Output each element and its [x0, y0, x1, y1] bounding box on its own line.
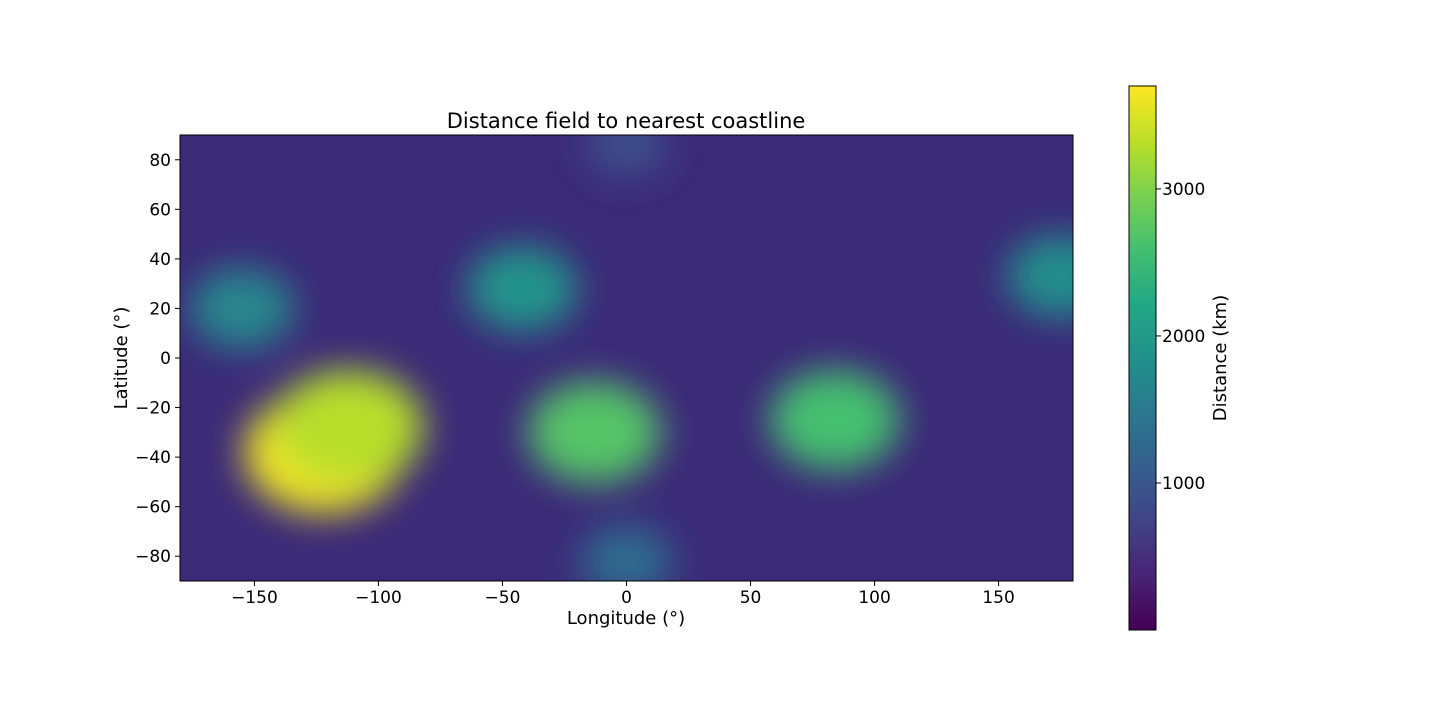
y-tick-label: 80 [149, 151, 171, 171]
heatmap-maximum [467, 246, 578, 332]
plot-area [179, 134, 1074, 582]
y-axis: 80 60 40 20 0 −20 −40 −60 −80 [135, 151, 180, 567]
colorbar: 1000 2000 3000 Distance (km) [1128, 85, 1231, 631]
colorbar-tick-label: 2000 [1162, 327, 1205, 347]
x-tick-label: 0 [621, 588, 632, 608]
y-tick-label: 60 [149, 200, 171, 220]
x-tick-label: −100 [355, 588, 402, 608]
heatmap-blobs [189, 135, 1073, 581]
x-tick-label: 150 [982, 588, 1014, 608]
heatmap-maximum [579, 525, 674, 581]
heatmap-maximum [189, 268, 295, 349]
heatmap-maximum [769, 369, 901, 471]
colorbar-tick-label: 3000 [1162, 180, 1205, 200]
x-axis: −150 −100 −50 0 50 100 150 [231, 581, 1015, 608]
y-tick-label: 20 [149, 299, 171, 319]
colorbar-ticks: 1000 2000 3000 [1156, 180, 1205, 494]
heatmap-maximum [273, 369, 424, 486]
y-axis-label: Latitude (°) [111, 307, 132, 410]
heatmap-background [180, 135, 1073, 581]
x-tick-label: 50 [740, 588, 762, 608]
chart-title: Distance field to nearest coastline [447, 109, 806, 133]
y-tick-label: −40 [135, 448, 171, 468]
x-tick-label: 100 [858, 588, 890, 608]
y-tick-label: 0 [160, 349, 171, 369]
heatmap-field [180, 135, 1073, 581]
heatmap-maximum [585, 135, 668, 177]
y-tick-label: −60 [135, 498, 171, 518]
y-tick-label: −80 [135, 547, 171, 567]
x-axis-label: Longitude (°) [567, 608, 685, 629]
y-tick-label: 40 [149, 250, 171, 270]
colorbar-gradient [1128, 85, 1157, 631]
y-tick-label: −20 [135, 399, 171, 419]
heatmap-maximum [1006, 234, 1073, 318]
colorbar-label: Distance (km) [1210, 295, 1231, 421]
x-tick-label: −150 [231, 588, 278, 608]
heatmap-maximum [527, 381, 661, 484]
x-tick-label: −50 [485, 588, 521, 608]
colorbar-tick-label: 1000 [1162, 474, 1205, 494]
